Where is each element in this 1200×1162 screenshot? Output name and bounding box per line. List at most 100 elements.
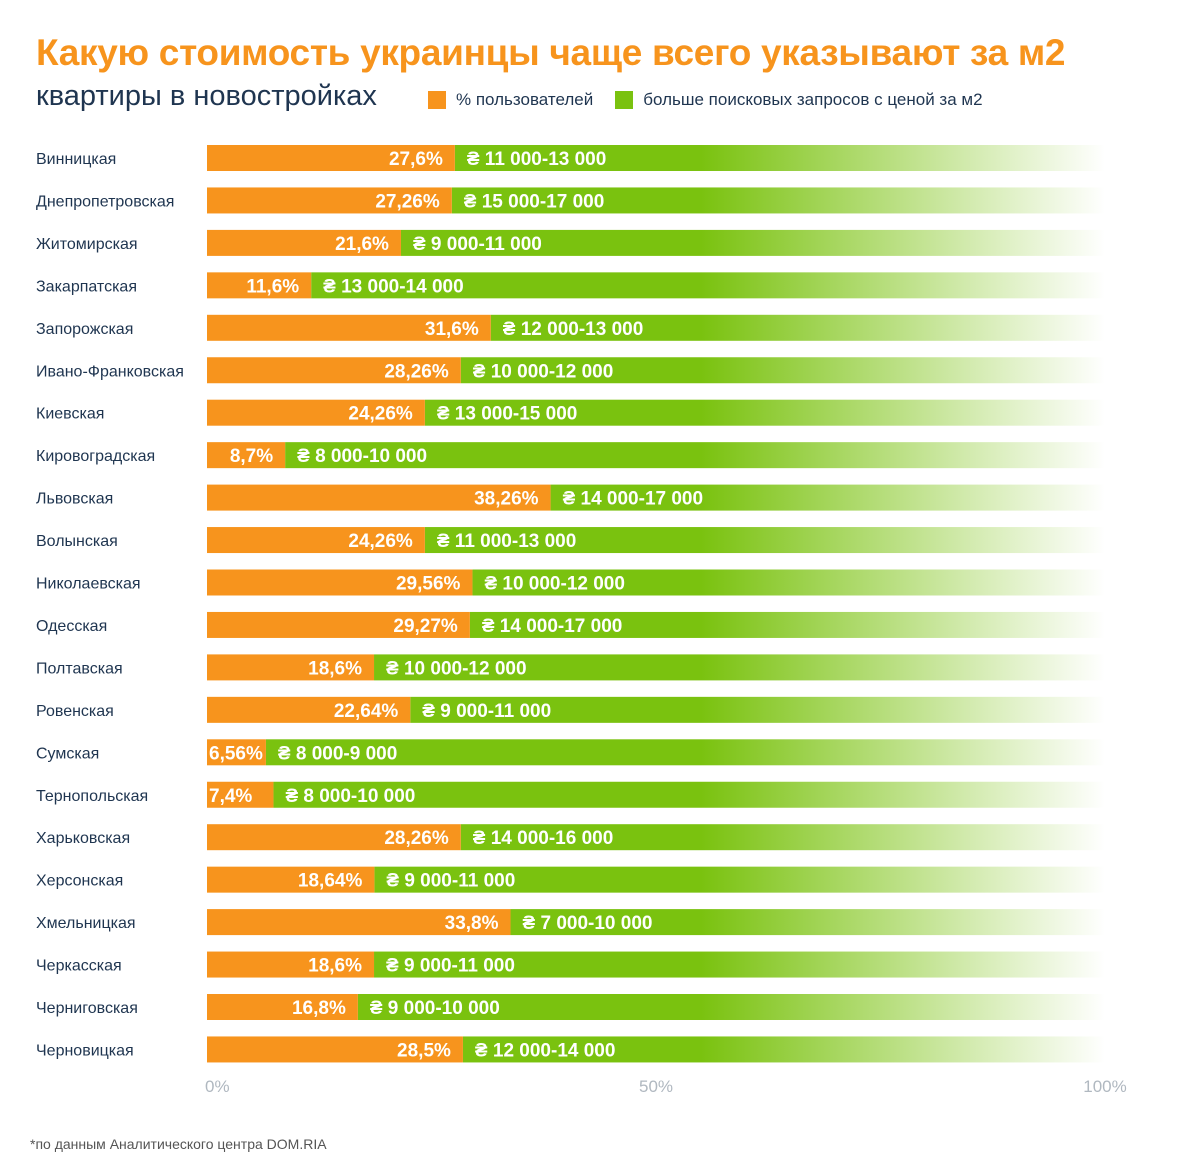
bar-share xyxy=(207,272,312,299)
bar-row: Волынская 24,26% ₴ 11 000-13 000 xyxy=(36,527,1105,554)
bar-share xyxy=(207,654,375,681)
chart-title: Какую стоимость украинцы чаще всего указ… xyxy=(36,32,1066,73)
bar-rest xyxy=(460,357,1106,384)
legend-swatch-green xyxy=(615,91,634,109)
bar-share xyxy=(207,357,461,384)
bar-rest xyxy=(460,824,1106,851)
value-label: 29,27% xyxy=(393,616,458,637)
bar-share xyxy=(207,569,473,596)
category-label: Ровенская xyxy=(36,703,114,720)
bar-row: Черновицкая 28,5% ₴ 12 000-14 000 xyxy=(36,1036,1105,1063)
bar-rest xyxy=(357,994,1105,1020)
bar-share xyxy=(207,442,286,469)
bar-share xyxy=(207,314,491,341)
category-label: Черновицкая xyxy=(36,1042,134,1059)
bar-rest xyxy=(374,951,1105,978)
bar-share xyxy=(207,909,511,936)
bar-row: Сумская 6,56% ₴ 8 000-9 000 xyxy=(36,739,1105,766)
price-label: ₴ 7 000-10 000 xyxy=(523,913,653,934)
price-label: ₴ 14 000-17 000 xyxy=(563,489,704,510)
price-label: ₴ 8 000-9 000 xyxy=(278,743,397,764)
bar-rest xyxy=(374,866,1105,893)
value-label: 27,26% xyxy=(375,191,440,212)
bar-rest xyxy=(273,781,1105,808)
price-label: ₴ 11 000-13 000 xyxy=(467,149,606,170)
category-label: Херсонская xyxy=(36,873,123,890)
category-label: Кировоградская xyxy=(36,448,155,465)
value-label: 18,64% xyxy=(298,871,363,892)
bar-rest xyxy=(410,696,1105,723)
value-label: 28,26% xyxy=(384,828,449,849)
value-label: 27,6% xyxy=(389,149,443,170)
bar-rest xyxy=(490,314,1105,341)
bar-row: Днепропетровская 27,26% ₴ 15 000-17 000 xyxy=(36,187,1105,214)
category-label: Волынская xyxy=(36,533,118,550)
bar-row: Запорожская 31,6% ₴ 12 000-13 000 xyxy=(36,314,1105,341)
bar-rest xyxy=(311,272,1106,299)
price-label: ₴ 9 000-11 000 xyxy=(386,871,515,892)
price-label: ₴ 11 000-13 000 xyxy=(437,531,576,552)
value-label: 6,56% xyxy=(209,743,263,764)
value-label: 16,8% xyxy=(292,998,346,1019)
price-label: ₴ 8 000-10 000 xyxy=(297,446,427,467)
price-label: ₴ 13 000-15 000 xyxy=(437,404,578,425)
value-label: 7,4% xyxy=(209,786,252,807)
value-label: 11,6% xyxy=(246,276,299,297)
bar-rest xyxy=(462,1036,1105,1063)
category-label: Сумская xyxy=(36,745,99,762)
price-label: ₴ 12 000-14 000 xyxy=(475,1040,616,1061)
bar-rest xyxy=(424,527,1105,554)
bar-row: Харьковская 28,26% ₴ 14 000-16 000 xyxy=(36,824,1106,851)
category-label: Запорожская xyxy=(36,321,133,338)
bar-row: Ивано-Франковская 28,26% ₴ 10 000-12 000 xyxy=(36,357,1106,384)
bar-row: Тернопольская 7,4% ₴ 8 000-10 000 xyxy=(36,781,1105,808)
value-label: 24,26% xyxy=(348,404,413,425)
value-label: 29,56% xyxy=(396,574,461,595)
bar-rest xyxy=(550,484,1105,511)
bar-share xyxy=(207,696,411,723)
bar-row: Закарпатская 11,6% ₴ 13 000-14 000 xyxy=(36,272,1106,299)
bar-rest xyxy=(285,442,1106,469)
price-label: ₴ 9 000-10 000 xyxy=(370,998,500,1019)
price-label: ₴ 9 000-11 000 xyxy=(422,701,551,722)
x-axis-ticks: 0% 50% 100% xyxy=(205,1077,1127,1096)
category-label: Львовская xyxy=(36,491,113,508)
bar-row: Хмельницкая 33,8% ₴ 7 000-10 000 xyxy=(36,909,1105,936)
bar-share xyxy=(207,484,551,511)
price-label: ₴ 8 000-10 000 xyxy=(285,786,415,807)
value-label: 21,6% xyxy=(335,234,389,255)
price-label: ₴ 14 000-16 000 xyxy=(473,828,614,849)
category-label: Черниговская xyxy=(36,1000,138,1017)
bar-share xyxy=(207,951,375,978)
value-label: 18,6% xyxy=(308,956,362,977)
category-label: Николаевская xyxy=(36,576,141,593)
category-label: Киевская xyxy=(36,406,104,423)
legend-swatch-orange xyxy=(428,91,446,109)
bar-share xyxy=(207,824,461,851)
bar-rest xyxy=(454,145,1105,171)
bar-row: Николаевская 29,56% ₴ 10 000-12 000 xyxy=(36,569,1105,596)
category-label: Черкасская xyxy=(36,958,122,975)
value-label: 28,26% xyxy=(384,361,449,382)
category-label: Житомирская xyxy=(36,236,138,253)
bar-share xyxy=(207,611,470,638)
bar-rest xyxy=(265,739,1105,766)
bar-share xyxy=(207,781,274,808)
category-label: Харьковская xyxy=(36,830,130,847)
price-label: ₴ 10 000-12 000 xyxy=(473,361,614,382)
price-label: ₴ 9 000-11 000 xyxy=(386,956,515,977)
bar-row: Черкасская 18,6% ₴ 9 000-11 000 xyxy=(36,951,1105,978)
value-label: 8,7% xyxy=(230,446,273,467)
bar-row: Киевская 24,26% ₴ 13 000-15 000 xyxy=(36,399,1105,426)
bar-row: Львовская 38,26% ₴ 14 000-17 000 xyxy=(36,484,1105,511)
price-label: ₴ 10 000-12 000 xyxy=(484,574,625,595)
tick-label: 100% xyxy=(1083,1077,1126,1096)
bar-rest xyxy=(400,229,1105,256)
bar-row: Одесская 29,27% ₴ 14 000-17 000 xyxy=(36,611,1105,638)
price-label: ₴ 15 000-17 000 xyxy=(464,191,605,212)
value-label: 24,26% xyxy=(348,531,413,552)
bar-share xyxy=(207,187,452,214)
value-label: 31,6% xyxy=(425,319,479,340)
price-label: ₴ 9 000-11 000 xyxy=(413,234,542,255)
footnote: *по данным Аналитического центра DOM.RIA xyxy=(30,1136,327,1152)
